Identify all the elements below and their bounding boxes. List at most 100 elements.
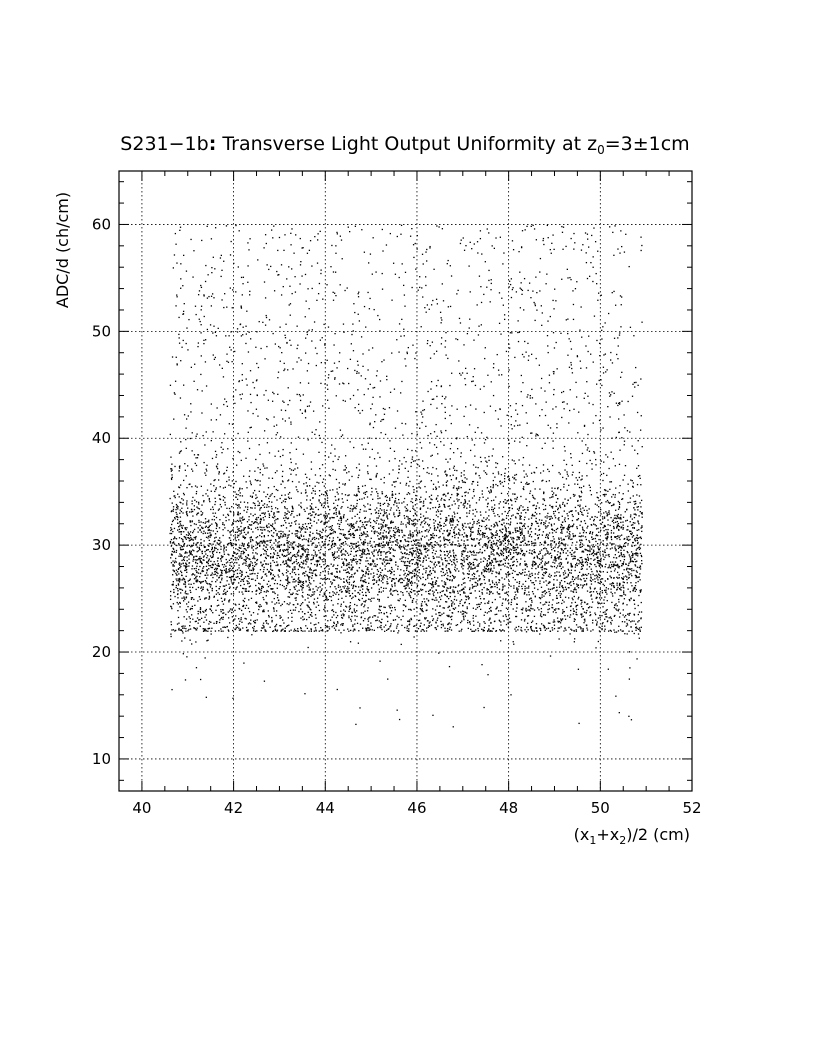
scatter-point [356, 513, 359, 516]
scatter-point [223, 403, 225, 406]
scatter-point [582, 629, 584, 631]
scatter-point [331, 540, 333, 542]
scatter-point [403, 570, 405, 572]
scatter-point [232, 544, 234, 547]
scatter-point [192, 496, 194, 499]
scatter-point [334, 543, 337, 545]
scatter-point [192, 560, 194, 562]
scatter-point [380, 605, 382, 608]
scatter-point [525, 610, 528, 612]
scatter-point [539, 550, 541, 553]
scatter-point [343, 514, 345, 516]
scatter-point [554, 288, 556, 290]
scatter-point [511, 572, 514, 574]
scatter-point [202, 628, 204, 630]
scatter-point [239, 507, 241, 509]
scatter-point [637, 555, 639, 557]
scatter-point [528, 501, 531, 503]
scatter-point [432, 608, 434, 610]
scatter-point [417, 575, 419, 577]
scatter-point [595, 272, 597, 275]
scatter-point [332, 539, 334, 542]
scatter-point [615, 436, 617, 439]
scatter-point [315, 617, 317, 619]
scatter-point [551, 487, 553, 489]
scatter-point [394, 531, 396, 533]
scatter-point [550, 523, 553, 526]
scatter-point [255, 541, 257, 543]
scatter-point [405, 526, 408, 528]
scatter-point [581, 336, 583, 338]
scatter-point [613, 615, 615, 617]
scatter-point [469, 241, 471, 243]
scatter-point [336, 504, 339, 507]
scatter-point [515, 517, 517, 519]
scatter-point [623, 591, 625, 594]
scatter-point [406, 522, 409, 524]
scatter-point [351, 475, 353, 478]
scatter-point [478, 605, 480, 608]
scatter-point [249, 537, 251, 539]
scatter-point [255, 593, 257, 595]
scatter-point [201, 527, 203, 530]
scatter-point [187, 465, 189, 467]
scatter-point [475, 597, 477, 599]
scatter-point [264, 324, 267, 326]
scatter-point [247, 565, 249, 567]
scatter-point [378, 588, 380, 590]
scatter-point [507, 600, 509, 602]
scatter-point [275, 507, 277, 509]
scatter-point [218, 630, 220, 632]
scatter-point [418, 530, 421, 532]
scatter-point [571, 367, 573, 370]
scatter-point [460, 501, 462, 504]
scatter-point [507, 573, 510, 575]
scatter-point [542, 479, 544, 482]
scatter-point [635, 626, 638, 628]
scatter-point [566, 615, 569, 617]
scatter-point [568, 538, 570, 540]
scatter-point [453, 452, 455, 454]
scatter-point [587, 573, 590, 575]
scatter-point [263, 513, 266, 515]
scatter-point [633, 586, 635, 589]
scatter-point [439, 311, 442, 313]
scatter-point [338, 360, 340, 363]
scatter-point [592, 546, 594, 548]
scatter-point [367, 542, 369, 544]
scatter-point [494, 476, 496, 478]
scatter-point [218, 364, 221, 366]
scatter-point [639, 552, 642, 555]
scatter-point [598, 626, 600, 628]
scatter-point [483, 385, 485, 388]
scatter-point [628, 574, 630, 576]
scatter-point [390, 521, 392, 523]
scatter-point [179, 516, 182, 518]
scatter-point [438, 226, 440, 228]
scatter-point [367, 588, 370, 591]
scatter-point [545, 480, 548, 483]
scatter-point [464, 544, 467, 547]
scatter-point [610, 359, 612, 361]
scatter-point [297, 490, 299, 493]
scatter-point [340, 521, 342, 523]
scatter-point [169, 595, 172, 597]
scatter-point [228, 476, 230, 478]
scatter-point [481, 490, 483, 492]
scatter-point [263, 627, 265, 629]
scatter-point [521, 436, 523, 438]
scatter-point [451, 563, 453, 566]
scatter-point [302, 563, 304, 565]
scatter-point [618, 601, 620, 603]
scatter-point [199, 610, 201, 613]
scatter-point [530, 472, 533, 474]
scatter-point [422, 573, 424, 575]
scatter-point [286, 578, 289, 580]
scatter-point [370, 573, 372, 575]
scatter-point [265, 551, 268, 553]
scatter-point [501, 374, 503, 376]
scatter-point [374, 531, 376, 533]
scatter-point [206, 582, 208, 584]
scatter-point [299, 581, 301, 584]
scatter-point [453, 561, 455, 564]
